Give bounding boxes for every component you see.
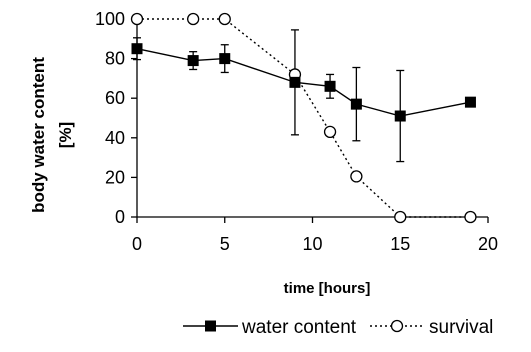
survival-line — [137, 18, 471, 218]
x-tick-label: 0 — [132, 234, 142, 254]
y-tick-label: 0 — [115, 207, 125, 227]
survival-point — [323, 125, 337, 139]
legend-survival-label: survival — [429, 317, 493, 338]
water-content-point — [289, 76, 301, 88]
x-tick-label: 10 — [302, 234, 322, 254]
series-layer — [130, 12, 477, 224]
legend-survival-marker — [390, 319, 404, 333]
survival-point — [187, 12, 200, 26]
x-axis-title: time [hours] — [284, 280, 371, 297]
survival-point — [394, 210, 407, 224]
y-axis-title-line2: [%] — [56, 122, 75, 148]
legend-water-content-label: water content — [241, 317, 357, 338]
legend-water-content-marker — [205, 320, 216, 332]
water-content-point — [219, 53, 231, 65]
y-tick-label: 40 — [105, 128, 125, 148]
y-tick-label: 20 — [105, 167, 125, 187]
survival-point — [218, 12, 231, 26]
survival-point — [130, 12, 144, 26]
x-tick-label: 5 — [220, 234, 230, 254]
y-tick-label: 80 — [105, 49, 125, 69]
water-content-point — [324, 80, 336, 92]
y-tick-label: 100 — [95, 9, 125, 29]
y-axis-title-line1: body water content — [29, 57, 48, 213]
water-content-point — [350, 98, 362, 110]
water-content-point — [187, 55, 199, 67]
water-content-point — [464, 96, 476, 108]
water-content-point — [131, 43, 143, 55]
plot-area: 0 20 40 60 80 100 0 5 10 15 20 — [95, 9, 498, 254]
water-content-line — [136, 48, 471, 117]
x-tick-label: 15 — [390, 234, 410, 254]
legend: water content survival — [183, 317, 493, 338]
survival-point — [350, 170, 363, 183]
x-tick-label: 20 — [478, 234, 498, 254]
y-tick-label: 60 — [105, 88, 125, 108]
survival-point — [464, 210, 477, 224]
water-content-point — [394, 110, 406, 122]
